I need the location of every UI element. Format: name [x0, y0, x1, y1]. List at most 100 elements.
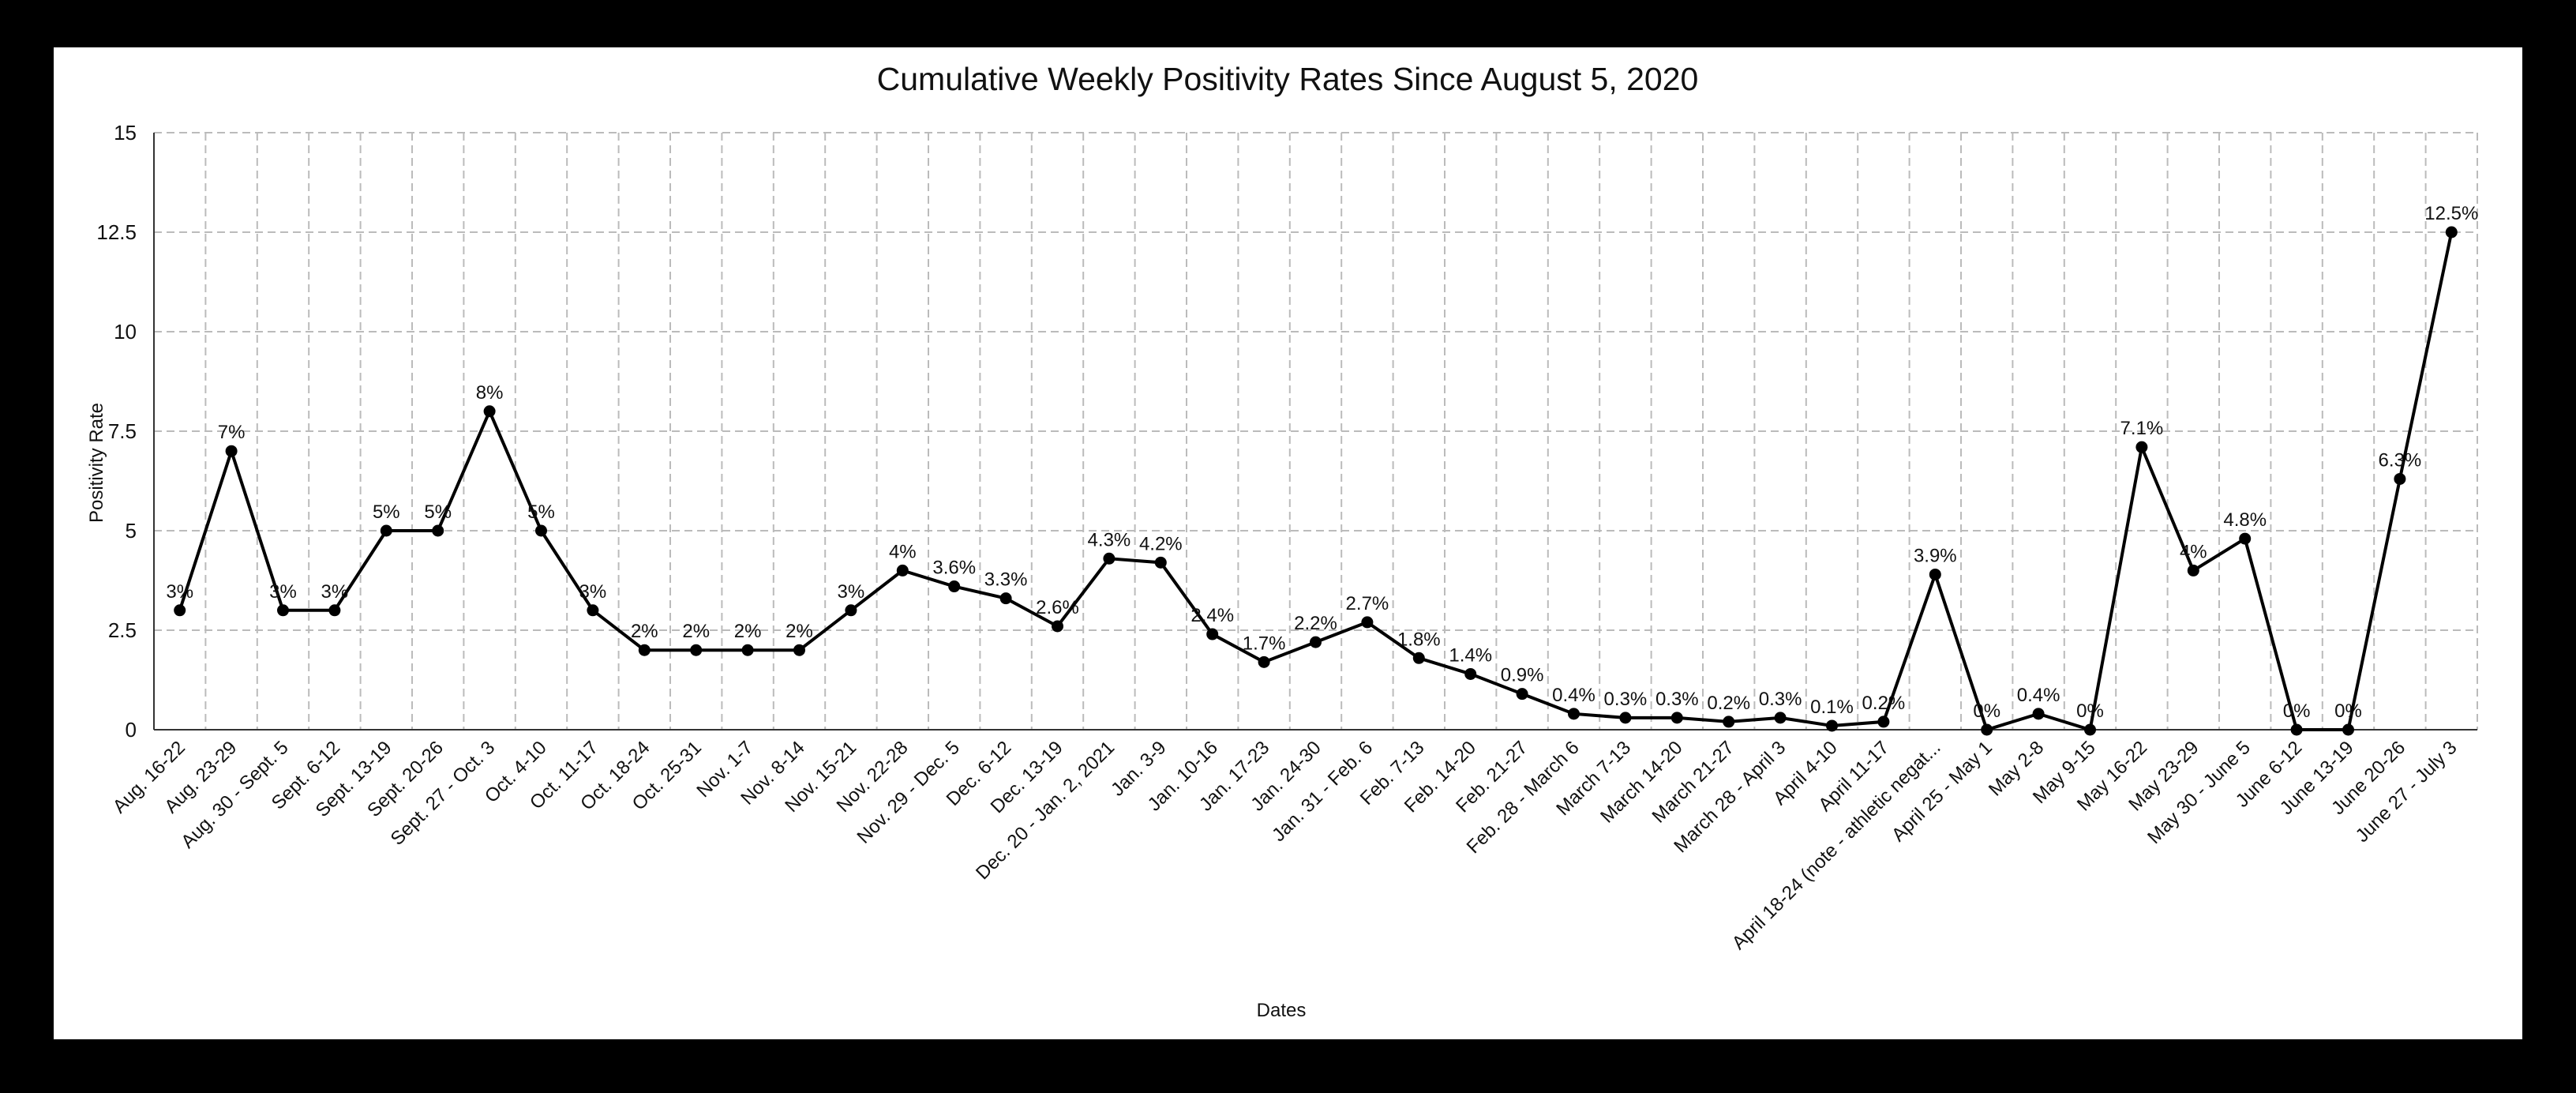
- data-label: 4.3%: [1088, 529, 1131, 550]
- series-positivity-rate: [174, 226, 2458, 736]
- data-point: [1361, 616, 1374, 629]
- data-labels: 3% 7% 3% 3% 5% 5% 8% 5% 3% 2% 2% 2% 2% 3% 4% 3.6% 3.3% 2.…: [166, 203, 2478, 722]
- data-label: 2.2%: [1294, 613, 1337, 634]
- data-label: 8%: [476, 382, 504, 404]
- data-point: [1670, 712, 1683, 724]
- data-point: [1774, 712, 1787, 724]
- data-label: 0.4%: [2017, 685, 2060, 706]
- y-tick-label: 12.5: [96, 220, 137, 244]
- data-label: 4.8%: [2223, 509, 2267, 531]
- data-label: 3.3%: [984, 569, 1028, 591]
- data-label: 0%: [2334, 700, 2362, 722]
- data-label: 4%: [889, 541, 917, 562]
- data-point: [1258, 655, 1270, 668]
- data-label: 1.4%: [1449, 644, 1492, 666]
- data-label: 0%: [1973, 700, 2000, 722]
- data-label: 7%: [218, 422, 246, 443]
- y-axis-label: Positivity Rate: [86, 403, 107, 523]
- data-label: 4.2%: [1139, 533, 1183, 554]
- data-label: 2%: [631, 621, 658, 642]
- data-label: 0.3%: [1655, 689, 1699, 710]
- data-label: 5%: [527, 501, 555, 523]
- data-point: [2445, 226, 2458, 239]
- data-label: 0.2%: [1707, 693, 1750, 714]
- data-point: [277, 604, 289, 617]
- data-point: [1154, 556, 1167, 569]
- data-point: [2084, 723, 2096, 736]
- data-point: [896, 564, 909, 577]
- data-point: [1310, 636, 1322, 648]
- data-label: 2%: [734, 621, 762, 642]
- data-point: [2032, 708, 2045, 720]
- data-point: [948, 580, 961, 593]
- x-axis-label: Dates: [1257, 1000, 1307, 1021]
- data-point: [535, 524, 547, 537]
- y-tick-label: 0: [126, 718, 137, 742]
- data-point: [1206, 628, 1219, 640]
- y-tick-label: 10: [114, 320, 137, 344]
- data-point: [793, 644, 805, 656]
- data-label: 0%: [2283, 700, 2311, 722]
- data-label: 0%: [2076, 700, 2104, 722]
- data-point: [1929, 568, 1941, 580]
- data-point: [1412, 652, 1425, 664]
- data-point: [2290, 723, 2303, 736]
- data-point: [2239, 532, 2252, 545]
- data-label: 3%: [269, 581, 297, 603]
- data-point: [1723, 716, 1735, 728]
- data-point: [2394, 472, 2406, 485]
- data-point: [2135, 441, 2148, 453]
- data-label: 4%: [2180, 541, 2207, 562]
- data-label: 12.5%: [2424, 203, 2478, 224]
- data-point: [741, 644, 754, 656]
- data-label: 3%: [321, 581, 349, 603]
- data-point: [1981, 723, 1993, 736]
- data-point: [690, 644, 703, 656]
- data-label: 5%: [424, 501, 452, 523]
- y-tick-label: 7.5: [108, 419, 137, 443]
- data-label: 2.4%: [1191, 605, 1234, 626]
- data-label: 0.3%: [1759, 689, 1802, 710]
- data-point: [2187, 564, 2199, 577]
- data-point: [1516, 688, 1528, 700]
- data-point: [1568, 708, 1580, 720]
- data-point: [587, 604, 599, 617]
- data-label: 7.1%: [2120, 418, 2164, 439]
- data-point: [1826, 719, 1838, 732]
- positivity-rate-chart: Cumulative Weekly Positivity Rates Since…: [86, 61, 2478, 1021]
- data-point: [1464, 667, 1477, 680]
- data-label: 5%: [373, 501, 400, 523]
- data-point: [174, 604, 186, 617]
- data-label: 2%: [682, 621, 710, 642]
- data-label: 3%: [166, 581, 193, 603]
- data-label: 0.9%: [1501, 665, 1544, 686]
- data-point: [999, 592, 1012, 605]
- grid-lines: [154, 132, 2478, 730]
- data-label: 2.7%: [1346, 593, 1389, 614]
- data-label: 2.6%: [1036, 597, 1079, 618]
- y-tick-label: 5: [126, 519, 137, 543]
- data-point: [328, 604, 341, 617]
- y-tick-label: 15: [114, 121, 137, 145]
- data-label: 2%: [786, 621, 813, 642]
- data-label: 6.3%: [2379, 449, 2422, 471]
- data-point: [432, 524, 444, 537]
- data-label: 0.3%: [1604, 689, 1648, 710]
- chart-title: Cumulative Weekly Positivity Rates Since…: [877, 61, 1699, 97]
- y-tick-labels: 0 2.5 5 7.5 10 12.5 15: [96, 121, 137, 742]
- data-label: 0.4%: [1552, 685, 1595, 706]
- data-point: [1619, 712, 1632, 724]
- data-label: 3%: [579, 581, 607, 603]
- series-line: [178, 231, 2454, 732]
- data-point: [225, 445, 238, 457]
- chart-panel: Cumulative Weekly Positivity Rates Since…: [54, 47, 2522, 1039]
- y-tick-label: 2.5: [108, 618, 137, 642]
- data-label: 1.8%: [1397, 629, 1441, 650]
- data-point: [1877, 716, 1890, 728]
- data-point: [1103, 552, 1116, 565]
- data-point: [845, 604, 857, 617]
- data-label: 0.2%: [1862, 693, 1906, 714]
- data-label: 3%: [838, 581, 865, 603]
